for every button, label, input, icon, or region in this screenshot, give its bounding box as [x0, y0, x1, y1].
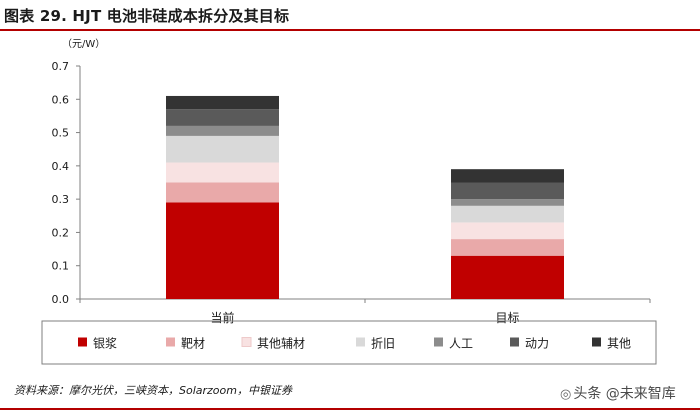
y-tick-label: 0.7	[52, 60, 70, 73]
watermark: ◎ 头条 @未来智库	[560, 383, 676, 403]
bar-segment-1-6	[451, 169, 564, 183]
figure-header: 图表 29. HJT 电池非硅成本拆分及其目标	[0, 0, 700, 31]
title-rule	[0, 29, 700, 31]
legend-swatch-2	[241, 337, 252, 347]
y-tick-label: 0.4	[52, 160, 70, 173]
x-tick-label: 当前	[210, 310, 234, 325]
legend-swatch-3	[356, 337, 365, 347]
bar-segment-1-2	[451, 222, 564, 240]
legend-label-6: 其他	[607, 337, 631, 351]
y-tick-label: 0.1	[52, 260, 70, 273]
y-unit-label: （元/W）	[62, 38, 105, 50]
legend-label-5: 动力	[525, 337, 549, 351]
bar-segment-0-3	[166, 135, 279, 163]
y-tick-label: 0.2	[52, 226, 70, 239]
source-note: 资料来源：摩尔光伏，三峡资本，Solarzoom，中银证券	[14, 384, 292, 397]
legend-box	[41, 320, 657, 365]
watermark-logo-icon: ◎	[560, 387, 572, 402]
legend-swatch-5	[510, 337, 519, 347]
legend-label-2: 其他辅材	[257, 337, 305, 351]
y-tick-label: 0.3	[52, 193, 70, 206]
bar-segment-0-6	[166, 95, 279, 110]
legend-label-4: 人工	[449, 337, 473, 351]
bar-segment-1-5	[451, 182, 564, 200]
legend-label-3: 折旧	[371, 336, 395, 351]
legend-label-1: 靶材	[181, 337, 205, 351]
y-tick-label: 0.5	[52, 127, 70, 140]
bar-segment-0-2	[166, 162, 279, 183]
legend-swatch-6	[592, 337, 601, 347]
bar-segment-1-0	[451, 255, 564, 299]
bar-segment-0-0	[166, 202, 279, 299]
bar-segment-1-3	[451, 205, 564, 223]
y-tick-label: 0.0	[52, 293, 70, 306]
bottom-rule	[0, 408, 700, 410]
y-tick-label: 0.6	[52, 93, 70, 106]
legend-swatch-4	[434, 337, 443, 347]
x-tick-label: 目标	[495, 311, 519, 325]
bar-segment-0-1	[166, 182, 279, 203]
watermark-text: 头条 @未来智库	[573, 386, 676, 402]
figure-title: 图表 29. HJT 电池非硅成本拆分及其目标	[4, 7, 290, 25]
legend-label-0: 银浆	[93, 336, 117, 351]
bar-segment-1-4	[451, 199, 564, 206]
legend-swatch-1	[166, 337, 175, 347]
bar-segment-1-1	[451, 239, 564, 256]
legend-swatch-0	[78, 337, 87, 347]
bar-segment-0-4	[166, 125, 279, 136]
bar-segment-0-5	[166, 109, 279, 126]
